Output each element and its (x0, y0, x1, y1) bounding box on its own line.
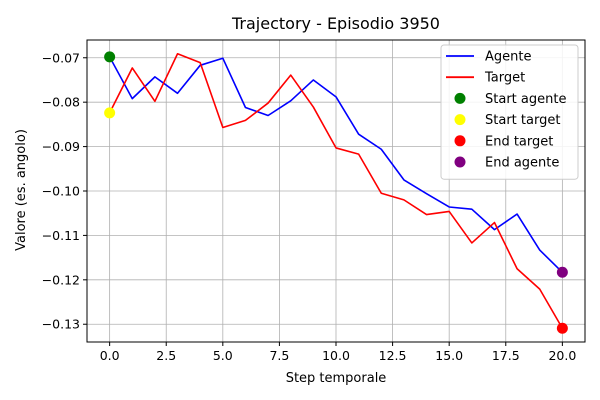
legend: Agente Target Start agente Start target End … (440, 44, 579, 180)
x-tick-label: 0.0 (100, 348, 120, 363)
chart-title: Trajectory - Episodio 3950 (231, 14, 440, 33)
x-tick-label: 15.0 (435, 348, 463, 363)
series-lines (108, 52, 564, 329)
legend-entry: Target (484, 71, 525, 86)
legend-box (440, 44, 579, 180)
marker-end-agente (556, 266, 568, 278)
marker-end-target (556, 322, 568, 334)
x-tick-label: 10.0 (322, 348, 350, 363)
endpoint-markers (104, 51, 568, 334)
legend-entry: End agente (485, 156, 559, 171)
marker-start-agente (104, 51, 116, 63)
x-axis-label: Step temporale (286, 371, 387, 386)
legend-swatch (454, 92, 466, 104)
y-tick-label: −0.11 (42, 228, 80, 243)
x-tick-label: 2.5 (156, 348, 176, 363)
axis-ticks: 0.0 2.5 5.0 7.5 10.0 12.5 15.0 17.5 20.0 −0.07 −0.… (42, 50, 577, 363)
legend-entry: Start agente (485, 92, 566, 107)
legend-entry: End target (485, 134, 553, 149)
y-tick-label: −0.12 (42, 272, 80, 287)
y-tick-label: −0.09 (42, 139, 80, 154)
y-axis-label: Valore (es. angolo) (14, 129, 29, 251)
legend-swatch (454, 156, 466, 168)
marker-start-target (104, 107, 116, 119)
series-line-agente (108, 56, 563, 273)
x-tick-label: 20.0 (548, 348, 576, 363)
legend-swatch (454, 135, 466, 147)
y-tick-label: −0.13 (42, 317, 80, 332)
y-tick-label: −0.07 (42, 50, 80, 65)
y-tick-label: −0.08 (42, 95, 80, 110)
series-line-target (108, 52, 564, 329)
x-tick-label: 7.5 (269, 348, 289, 363)
legend-swatch (454, 114, 466, 126)
y-tick-label: −0.10 (42, 184, 80, 199)
x-tick-label: 12.5 (379, 348, 407, 363)
x-tick-label: 17.5 (492, 348, 520, 363)
legend-entry: Start target (485, 113, 560, 128)
x-tick-label: 5.0 (213, 348, 233, 363)
legend-entry: Agente (485, 50, 531, 65)
